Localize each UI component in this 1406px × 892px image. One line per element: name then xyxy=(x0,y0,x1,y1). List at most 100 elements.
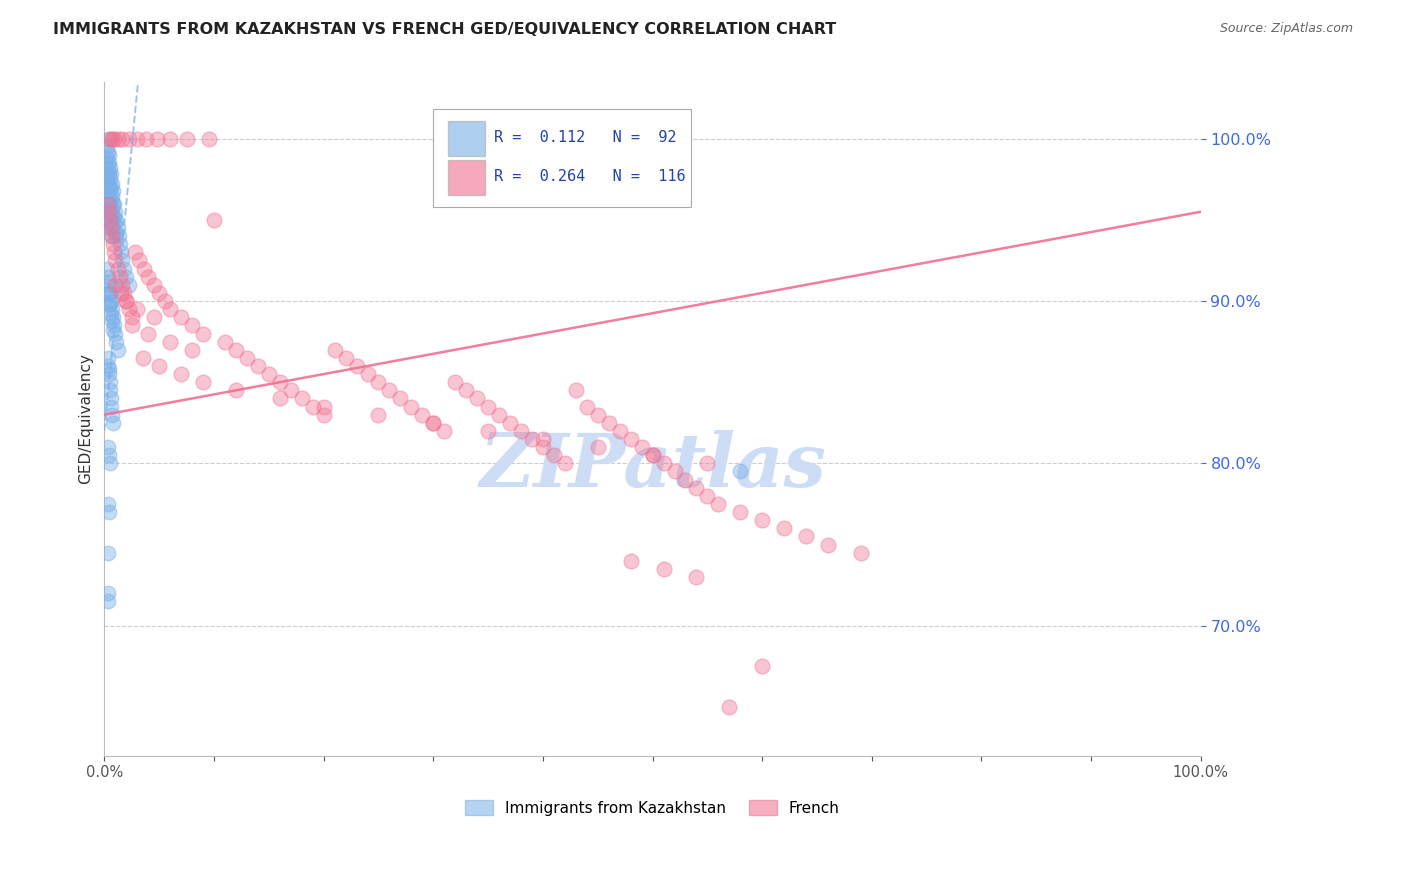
Point xyxy=(98,456,121,470)
Point xyxy=(488,408,510,422)
Point xyxy=(97,275,120,289)
Point xyxy=(98,285,121,300)
Point xyxy=(586,408,609,422)
Point xyxy=(100,293,122,308)
Point xyxy=(97,277,120,292)
Point xyxy=(181,343,204,357)
Point xyxy=(135,132,157,146)
Point xyxy=(97,196,120,211)
Point xyxy=(108,237,131,252)
Point xyxy=(111,253,134,268)
Point xyxy=(225,384,247,398)
Point xyxy=(97,196,120,211)
Point xyxy=(97,497,120,511)
Point xyxy=(101,408,124,422)
Point xyxy=(730,505,752,519)
Point xyxy=(675,473,697,487)
Point xyxy=(98,375,121,389)
Point xyxy=(685,570,707,584)
Point xyxy=(236,351,259,365)
Point xyxy=(598,416,620,430)
Point xyxy=(531,440,554,454)
Point xyxy=(575,400,598,414)
Point xyxy=(97,362,120,376)
Point xyxy=(159,334,181,349)
Point xyxy=(96,151,118,165)
Point xyxy=(103,245,125,260)
Point xyxy=(356,367,378,381)
Point xyxy=(652,562,675,576)
Point xyxy=(101,184,124,198)
Text: R =  0.264   N =  116: R = 0.264 N = 116 xyxy=(494,169,685,184)
Point xyxy=(696,456,718,470)
Point xyxy=(101,177,124,191)
Point xyxy=(97,448,120,462)
Point xyxy=(101,213,124,227)
Point xyxy=(191,375,214,389)
Point xyxy=(128,253,150,268)
Point xyxy=(100,229,122,244)
Point xyxy=(105,334,128,349)
Point xyxy=(641,448,664,462)
Point xyxy=(117,132,139,146)
Point xyxy=(101,188,124,202)
Point xyxy=(751,659,773,673)
Point xyxy=(202,213,225,227)
Point xyxy=(100,194,122,208)
Point xyxy=(422,416,444,430)
Point xyxy=(97,188,120,202)
Point xyxy=(312,408,335,422)
Point xyxy=(730,465,752,479)
Point xyxy=(291,392,314,406)
Point xyxy=(100,221,122,235)
Point xyxy=(97,180,120,194)
Point xyxy=(301,400,323,414)
Point xyxy=(101,196,124,211)
Point xyxy=(96,261,118,276)
Point xyxy=(98,172,121,186)
Point xyxy=(176,132,198,146)
Point xyxy=(97,156,120,170)
Point xyxy=(98,184,121,198)
Point xyxy=(685,481,707,495)
Point xyxy=(794,529,817,543)
Point xyxy=(696,489,718,503)
Point xyxy=(335,351,357,365)
Legend: Immigrants from Kazakhstan, French: Immigrants from Kazakhstan, French xyxy=(460,794,846,822)
Point xyxy=(100,400,122,414)
Point xyxy=(103,196,125,211)
Point xyxy=(817,537,839,551)
Point xyxy=(664,465,686,479)
Point xyxy=(225,343,247,357)
Point xyxy=(378,384,401,398)
Point xyxy=(367,375,389,389)
Point xyxy=(142,277,165,292)
Point xyxy=(444,375,467,389)
Point xyxy=(554,456,576,470)
Point xyxy=(104,204,127,219)
Point xyxy=(96,172,118,186)
Point xyxy=(499,416,522,430)
Point xyxy=(97,156,120,170)
Point xyxy=(107,343,129,357)
Point xyxy=(849,546,872,560)
Point xyxy=(115,293,138,308)
Point xyxy=(97,148,120,162)
Point xyxy=(98,213,121,227)
Point xyxy=(104,253,127,268)
Point xyxy=(100,168,122,182)
Point xyxy=(97,285,120,300)
Point xyxy=(101,202,124,216)
Point xyxy=(159,132,181,146)
Point xyxy=(117,302,139,317)
Point xyxy=(401,400,423,414)
Point xyxy=(97,204,120,219)
Point xyxy=(323,343,346,357)
Point xyxy=(101,237,124,252)
Point xyxy=(531,432,554,446)
Point xyxy=(191,326,214,341)
Point xyxy=(97,546,120,560)
Point xyxy=(751,513,773,527)
Point xyxy=(97,194,120,208)
Point xyxy=(104,229,127,244)
